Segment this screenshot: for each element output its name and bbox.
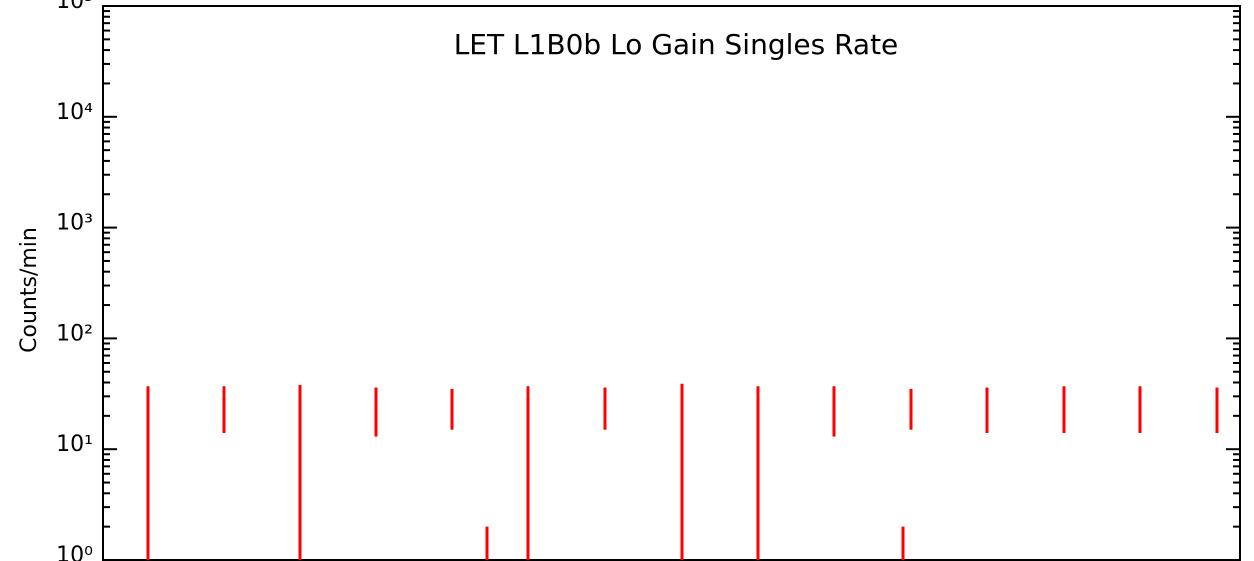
plot-frame (102, 5, 1241, 561)
y-tick-label: 10¹ (56, 432, 93, 457)
y-axis-label: Counts/min (17, 227, 42, 353)
y-tick-label: 10⁰ (56, 543, 93, 561)
y-tick-label: 10² (56, 321, 93, 346)
y-tick-label: 10⁵ (56, 0, 93, 14)
y-tick-label: 10³ (56, 211, 93, 236)
chart-title: LET L1B0b Lo Gain Singles Rate (454, 28, 899, 61)
y-tick-label: 10⁴ (56, 100, 93, 125)
